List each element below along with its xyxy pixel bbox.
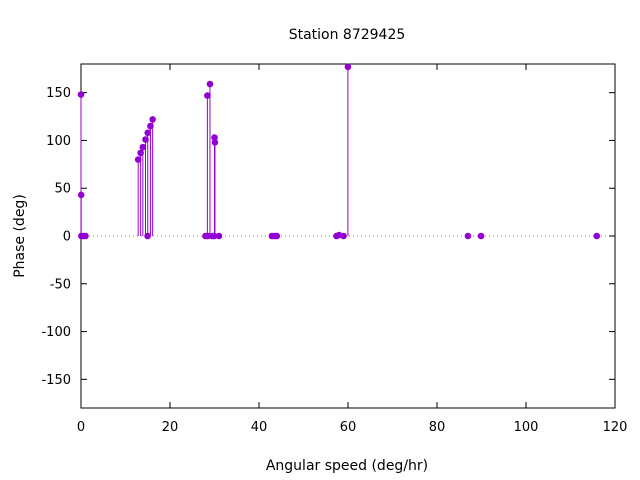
data-point <box>77 91 85 98</box>
data-point <box>477 232 485 240</box>
data-point <box>211 139 219 146</box>
x-tick-label: 20 <box>162 420 179 435</box>
x-tick-label: 60 <box>340 420 357 435</box>
y-tick-label: 150 <box>46 86 71 101</box>
x-axis: 0 20 40 60 80 100 120 <box>77 64 628 435</box>
impulses <box>80 66 349 236</box>
data-point <box>340 232 347 240</box>
data-point <box>147 122 154 130</box>
data-point <box>206 80 214 88</box>
y-tick-label: -150 <box>41 373 71 388</box>
y-tick-label: 100 <box>46 134 71 149</box>
data-point <box>142 136 149 143</box>
data-point <box>144 232 151 240</box>
data-point <box>344 63 352 71</box>
data-point <box>82 232 89 240</box>
data-point <box>77 191 85 199</box>
data-point <box>211 134 218 141</box>
x-tick-label: 80 <box>429 420 446 435</box>
points <box>77 63 601 240</box>
x-tick-label: 40 <box>251 420 268 435</box>
data-point <box>464 232 472 240</box>
data-point <box>215 232 223 240</box>
data-point <box>211 232 218 240</box>
data-point <box>204 92 211 99</box>
x-tick-label: 100 <box>514 420 539 435</box>
y-tick-label: 0 <box>63 230 71 245</box>
data-point <box>137 149 144 157</box>
x-tick-label: 120 <box>603 420 628 435</box>
data-point <box>593 232 601 240</box>
chart-title: Station 8729425 <box>289 27 406 43</box>
data-point <box>139 143 147 151</box>
data-point <box>134 156 142 163</box>
y-tick-label: 50 <box>54 182 71 197</box>
data-point <box>273 232 281 240</box>
y-tick-label: -50 <box>50 277 71 292</box>
data-point <box>144 129 152 137</box>
x-tick-label: 0 <box>77 420 85 435</box>
y-axis-label: Phase (deg) <box>12 194 28 278</box>
x-axis-label: Angular speed (deg/hr) <box>266 458 428 474</box>
y-tick-label: -100 <box>41 325 71 340</box>
y-axis: -150 -100 -50 0 50 100 150 <box>41 86 615 388</box>
data-point <box>149 116 156 123</box>
